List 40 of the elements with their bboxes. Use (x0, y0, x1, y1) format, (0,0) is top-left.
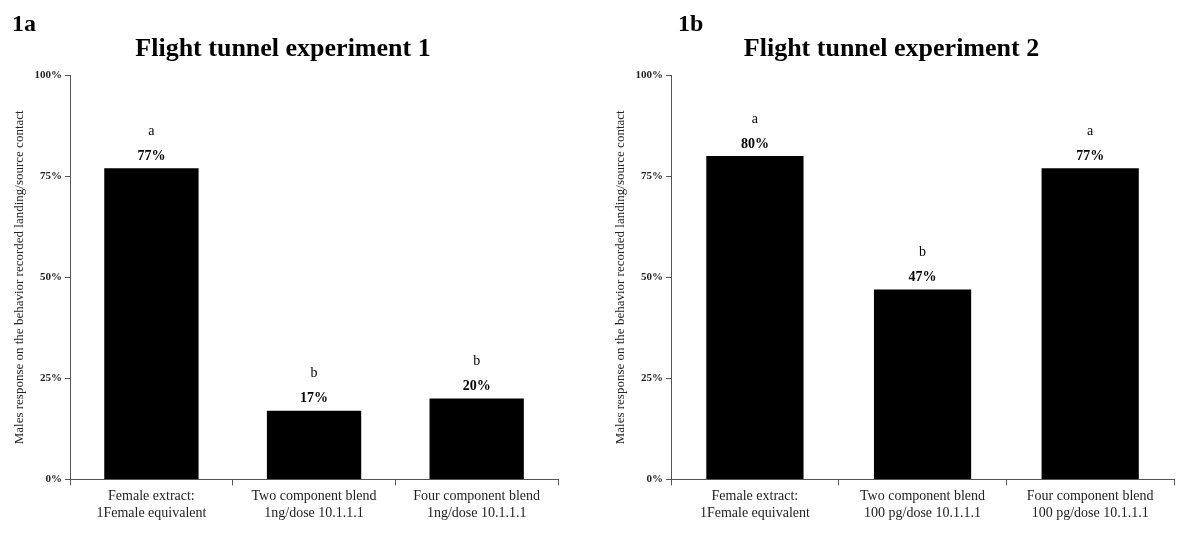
data-label: 20% (462, 378, 491, 394)
x-tick-label: Two component blend 100 pg/dose 10.1.1.1 (860, 488, 986, 521)
y-tick-label: 50% (40, 270, 63, 283)
chart-title: Flight tunnel experiment 2 (743, 33, 1040, 63)
y-tick-label: 75% (40, 169, 63, 182)
annotation: b (473, 353, 481, 369)
x-tick-label: Two component blend 1ng/dose 10.1.1.1 (251, 488, 377, 521)
y-tick-label: 50% (641, 270, 664, 283)
y-tick-label: 0% (45, 472, 63, 485)
annotation: b (919, 244, 927, 260)
annotation: b (310, 365, 318, 381)
bar (104, 168, 199, 479)
bar (873, 289, 972, 479)
bar (429, 398, 524, 479)
bar (266, 410, 362, 479)
annotation: a (1087, 122, 1095, 138)
y-tick-label: 25% (40, 371, 63, 384)
text: 1a (12, 10, 36, 37)
y-axis-title: Males response on the behavior recorded landing/source contact (11, 109, 27, 445)
data-label: 47% (908, 269, 937, 285)
y-axis-title: Males response on the behavior recorded landing/source contact (612, 109, 628, 445)
x-tick-label: Four component blend 100 pg/dose 10.1.1.1 (1026, 488, 1154, 521)
x-tick-label: Four component blend 1ng/dose 10.1.1.1 (413, 488, 541, 521)
x-tick-label: Female extract: 1Female equivalent (96, 488, 207, 521)
y-tick-label: 75% (641, 169, 664, 182)
data-label: 77% (137, 147, 166, 163)
bar (1041, 168, 1139, 479)
data-label: 77% (1076, 147, 1105, 163)
text: 1b (678, 10, 704, 37)
chart-title: Flight tunnel experiment 1 (135, 33, 431, 63)
annotation: a (148, 122, 156, 138)
x-tick-label: Female extract: 1Female equivalent (699, 488, 811, 521)
data-label: 17% (300, 390, 329, 406)
bar (706, 156, 804, 479)
y-tick-label: 25% (641, 371, 664, 384)
data-label: 80% (740, 135, 769, 151)
y-tick-label: 100% (34, 68, 63, 81)
annotation: a (751, 110, 759, 126)
y-tick-label: 100% (635, 68, 664, 81)
y-tick-label: 0% (646, 472, 664, 485)
